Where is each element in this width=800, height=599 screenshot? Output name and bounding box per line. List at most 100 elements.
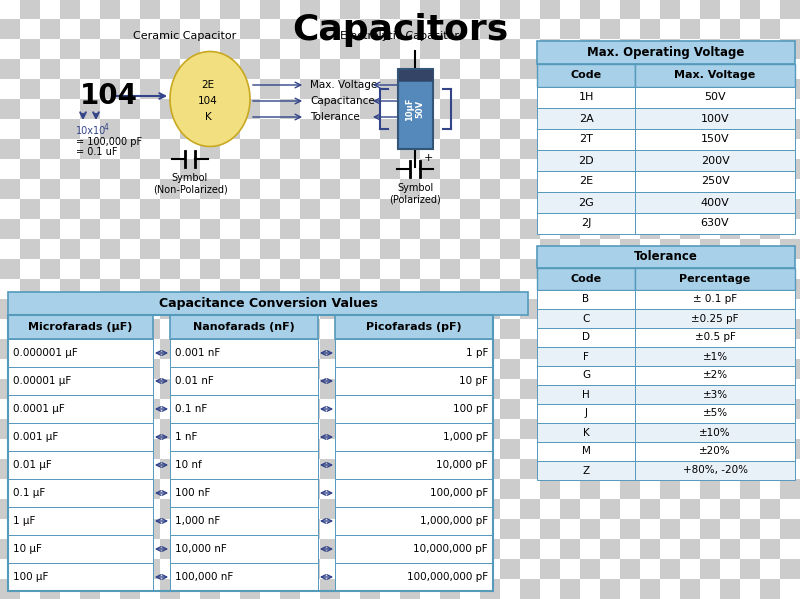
- Bar: [560, 259, 580, 279]
- Bar: [680, 119, 700, 139]
- Text: 0.001 nF: 0.001 nF: [175, 348, 220, 358]
- Bar: [760, 139, 780, 159]
- Bar: [560, 459, 580, 479]
- Text: 400V: 400V: [701, 198, 730, 207]
- Bar: [700, 239, 720, 259]
- Bar: [640, 19, 660, 39]
- Bar: [60, 199, 80, 219]
- Bar: [360, 319, 380, 339]
- Bar: [60, 439, 80, 459]
- Bar: [80, 19, 100, 39]
- Bar: [780, 559, 800, 579]
- Bar: [0, 99, 20, 119]
- Bar: [460, 339, 480, 359]
- Bar: [540, 99, 560, 119]
- Text: ±10%: ±10%: [699, 428, 731, 437]
- Bar: [760, 99, 780, 119]
- Text: 150V: 150V: [701, 135, 730, 144]
- Bar: [0, 519, 20, 539]
- Text: ±2%: ±2%: [702, 371, 727, 380]
- Bar: [260, 499, 280, 519]
- Bar: [100, 39, 120, 59]
- Bar: [180, 79, 200, 99]
- Bar: [720, 479, 740, 499]
- Text: 0.1 μF: 0.1 μF: [13, 488, 46, 498]
- Bar: [0, 199, 20, 219]
- Bar: [160, 319, 180, 339]
- Bar: [20, 79, 40, 99]
- Bar: [140, 259, 160, 279]
- Bar: [80, 519, 100, 539]
- Bar: [8, 339, 153, 367]
- Bar: [400, 0, 420, 19]
- Bar: [400, 39, 420, 59]
- Bar: [40, 39, 60, 59]
- Bar: [600, 279, 620, 299]
- Bar: [40, 119, 60, 139]
- Bar: [780, 279, 800, 299]
- Text: ±0.5 pF: ±0.5 pF: [694, 332, 735, 343]
- Bar: [520, 0, 540, 19]
- Bar: [740, 179, 760, 199]
- Bar: [120, 139, 140, 159]
- Bar: [220, 199, 240, 219]
- Text: Microfarads (μF): Microfarads (μF): [28, 322, 133, 332]
- Bar: [260, 179, 280, 199]
- Bar: [100, 119, 120, 139]
- Bar: [160, 239, 180, 259]
- Bar: [620, 39, 640, 59]
- Bar: [320, 419, 340, 439]
- Bar: [740, 379, 760, 399]
- Bar: [200, 79, 220, 99]
- Bar: [460, 239, 480, 259]
- Bar: [600, 319, 620, 339]
- Bar: [40, 59, 60, 79]
- Text: 50V: 50V: [704, 92, 726, 102]
- Bar: [420, 99, 440, 119]
- Bar: [520, 439, 540, 459]
- Bar: [760, 159, 780, 179]
- Text: 10μF
50V: 10μF 50V: [406, 97, 425, 121]
- Bar: [0, 139, 20, 159]
- Bar: [420, 539, 440, 559]
- Bar: [380, 499, 400, 519]
- Bar: [640, 519, 660, 539]
- Bar: [260, 379, 280, 399]
- Bar: [20, 119, 40, 139]
- Bar: [400, 219, 420, 239]
- Bar: [720, 0, 740, 19]
- Bar: [520, 239, 540, 259]
- Bar: [240, 279, 260, 299]
- Text: Max. Voltage: Max. Voltage: [674, 71, 756, 80]
- Bar: [180, 239, 200, 259]
- Bar: [120, 439, 140, 459]
- Bar: [200, 219, 220, 239]
- Bar: [600, 99, 620, 119]
- Bar: [635, 192, 795, 213]
- Bar: [520, 139, 540, 159]
- Bar: [100, 439, 120, 459]
- Bar: [220, 379, 240, 399]
- Bar: [640, 0, 660, 19]
- Bar: [720, 359, 740, 379]
- Bar: [620, 79, 640, 99]
- Bar: [720, 339, 740, 359]
- Bar: [320, 159, 340, 179]
- Bar: [360, 539, 380, 559]
- Bar: [560, 519, 580, 539]
- Text: 1,000,000 pF: 1,000,000 pF: [420, 516, 488, 526]
- Bar: [60, 159, 80, 179]
- Bar: [280, 79, 300, 99]
- Bar: [540, 119, 560, 139]
- Bar: [380, 339, 400, 359]
- Bar: [260, 19, 280, 39]
- Bar: [740, 0, 760, 19]
- Text: ±1%: ±1%: [702, 352, 727, 362]
- Bar: [260, 519, 280, 539]
- Bar: [340, 159, 360, 179]
- Bar: [537, 192, 635, 213]
- Bar: [460, 39, 480, 59]
- Bar: [580, 19, 600, 39]
- Bar: [380, 479, 400, 499]
- Bar: [500, 259, 520, 279]
